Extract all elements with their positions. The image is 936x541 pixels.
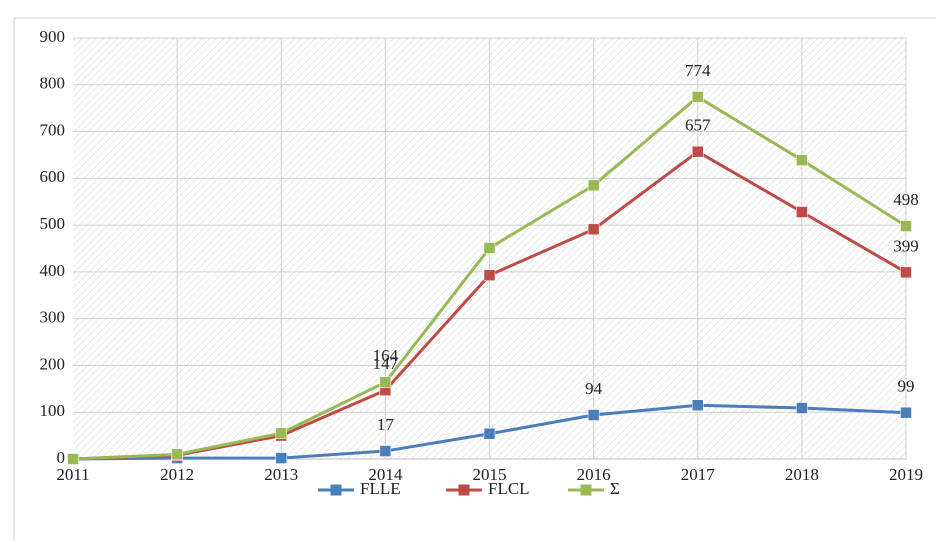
y-tick-label: 100: [40, 401, 66, 420]
y-tick-label: 600: [40, 167, 66, 186]
marker: [796, 206, 808, 218]
marker: [275, 427, 287, 440]
marker: [171, 448, 183, 461]
marker: [796, 402, 808, 414]
data-label: 147: [373, 354, 399, 373]
x-tick-label: 2013: [264, 465, 298, 484]
y-tick-label: 200: [40, 354, 66, 373]
marker: [900, 266, 912, 279]
y-tick-label: 700: [40, 120, 66, 139]
marker: [900, 220, 912, 232]
data-label: 17: [377, 415, 395, 434]
y-tick-label: 300: [40, 308, 66, 327]
data-label: 657: [685, 116, 711, 135]
x-tick-label: 2015: [473, 465, 507, 484]
data-label: 774: [685, 61, 711, 80]
marker: [483, 242, 496, 254]
x-tick-label: 2011: [56, 465, 89, 484]
marker: [483, 427, 496, 440]
data-label: 99: [898, 377, 915, 396]
legend-label: Σ: [610, 479, 620, 498]
x-tick-label: 2012: [160, 465, 194, 484]
marker: [692, 91, 704, 103]
marker: [692, 399, 704, 411]
x-tick-label: 2018: [785, 465, 819, 484]
x-tick-label: 2019: [889, 465, 923, 484]
data-label: 164: [373, 346, 399, 365]
legend-marker: [580, 484, 592, 496]
marker: [379, 445, 392, 457]
legend-label: FLCL: [488, 479, 530, 498]
y-tick-label: 800: [40, 74, 66, 93]
data-label: 498: [893, 190, 919, 209]
marker: [483, 269, 496, 281]
marker: [587, 223, 600, 236]
y-tick-label: 400: [40, 261, 66, 280]
y-tick-label: 900: [40, 27, 66, 46]
marker: [275, 452, 287, 464]
legend-marker: [330, 484, 342, 496]
marker: [67, 453, 79, 465]
marker: [587, 179, 600, 192]
marker: [692, 145, 704, 158]
y-tick-label: 0: [57, 448, 66, 467]
marker: [900, 406, 912, 419]
x-tick-label: 2016: [577, 465, 611, 484]
data-label: 94: [585, 379, 603, 398]
data-label: 399: [893, 236, 919, 255]
legend-label: FLLE: [360, 479, 401, 498]
x-tick-label: 2014: [368, 465, 403, 484]
x-tick-label: 2017: [681, 465, 716, 484]
legend-marker: [458, 484, 470, 496]
marker: [796, 154, 808, 166]
y-tick-label: 500: [40, 214, 66, 233]
marker: [379, 376, 392, 389]
marker: [587, 409, 600, 421]
